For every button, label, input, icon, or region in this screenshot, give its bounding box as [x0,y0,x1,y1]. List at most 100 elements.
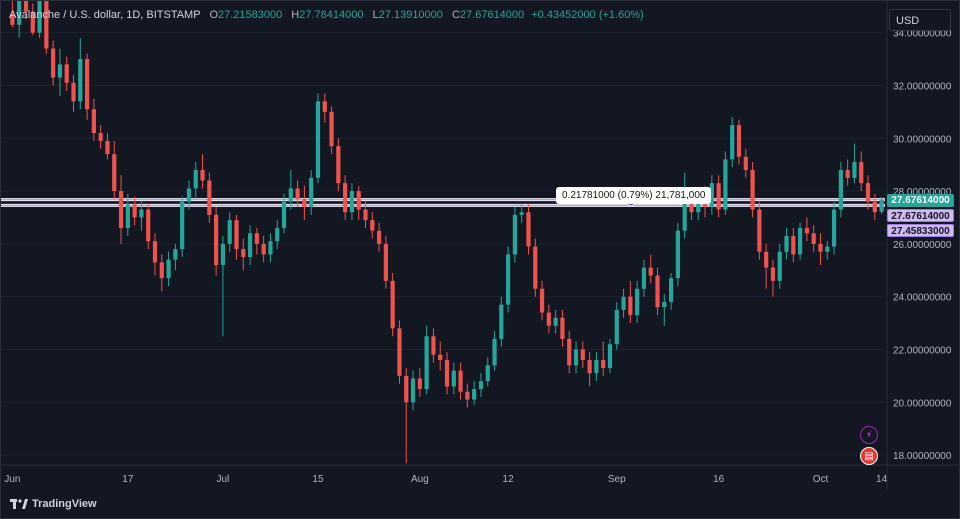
candle-body [234,220,239,250]
low-label: L [372,9,379,21]
candle-body [777,251,782,281]
candle-body [743,156,748,170]
candle-body [105,140,110,155]
candle-body [376,230,382,244]
tradingview-branding[interactable]: TradingView [10,498,97,510]
candle-body [275,228,280,242]
candle-body [363,209,368,221]
candle-body [444,360,450,387]
candle-body [220,243,226,265]
candle-body [343,183,348,213]
candle-body [512,214,518,255]
candle-body [519,212,524,215]
candle-body [356,191,361,210]
flash-icon[interactable]: ⚡ [860,426,878,444]
candle-body [485,365,490,382]
low-value: 27.13910000 [378,9,443,21]
symbol-legend: Avalanche / U.S. dollar, 1D, BITSTAMP O2… [9,9,644,21]
y-tick-label: 26.00000000 [893,240,952,251]
y-tick-label: 28.00000000 [893,187,952,198]
candle-body [696,196,701,213]
close-label: C [451,9,460,21]
candle-body [193,169,198,189]
candle-body [309,177,314,207]
symbol-title[interactable]: Avalanche / U.S. dollar, 1D, BITSTAMP [9,9,201,21]
x-tick-label: Jul [217,474,230,485]
candle-body [614,309,619,345]
candle-body [492,338,497,366]
candle-body [458,370,463,392]
candle-body [10,14,15,25]
tradingview-logo-icon [10,499,28,509]
x-tick-label: Oct [813,474,829,485]
candle-body [132,204,137,218]
candle-body [214,214,219,265]
candle-body [125,204,130,229]
candle-body [567,338,572,366]
candle-body [78,59,83,102]
candle-body [315,101,321,178]
candle-body [268,241,273,255]
candle-body [852,162,857,178]
candle-body [682,196,687,231]
candle-body [845,169,850,178]
candle-body [451,370,456,387]
candle-body [51,48,56,78]
x-tick-label: 16 [713,474,725,485]
candle-body [723,159,728,210]
candle-body [281,201,287,229]
candle-body [84,59,90,110]
candle-body [424,336,429,390]
candle-body [546,312,551,326]
candle-body [628,296,633,316]
change-value: +0.43452000 (+1.60%) [531,9,644,21]
candle-body [838,169,843,210]
candle-body [607,344,613,368]
candle-body [98,133,103,141]
candle-body [811,233,816,244]
candle-body [573,349,579,366]
candle-body [200,169,205,181]
y-tick-label: 20.00000000 [893,398,952,409]
candle-body [818,243,823,252]
candle-body [390,280,395,329]
candle-body [791,235,796,255]
candle-body [716,183,721,210]
candle-body [57,64,63,78]
candle-body [302,199,307,207]
candle-body [798,228,803,255]
candle-body [207,180,212,215]
candle-body [635,288,640,316]
chart-canvas[interactable]: 34.00000000 32.00000000 30.00000000 28.0000… [1,1,960,491]
x-tick-label: Sep [608,474,626,485]
candle-body [247,233,253,258]
high-value: 27.78414000 [299,9,364,21]
candle-body [431,336,436,355]
candle-body [689,196,694,213]
candle-body [71,82,76,102]
currency-button[interactable]: USD [889,9,951,31]
us-flag-icon[interactable]: ▤ [860,447,878,465]
candle-body [112,154,117,192]
candle-body [241,249,246,258]
candle-body [295,188,300,199]
candle-body [784,235,789,252]
candle-body [370,220,375,231]
x-tick-label: 12 [503,474,515,485]
candle-body [417,378,422,390]
candle-body [288,188,293,202]
candle-body [329,111,334,147]
candle-body [709,183,714,207]
price-chart[interactable]: 34.00000000 32.00000000 30.00000000 28.0000… [1,1,960,491]
y-tick-label: 30.00000000 [893,134,952,145]
candle-body [159,262,164,279]
candle-body [118,191,124,229]
x-tick-label: 17 [122,474,134,485]
candle-body [736,125,742,157]
candle-body [397,328,402,376]
line-a-price-tag: 27.67614000 [887,209,954,222]
candle-body [825,246,830,252]
open-value: 27.21583000 [218,9,283,21]
line-b-price-tag: 27.45833000 [887,224,954,237]
